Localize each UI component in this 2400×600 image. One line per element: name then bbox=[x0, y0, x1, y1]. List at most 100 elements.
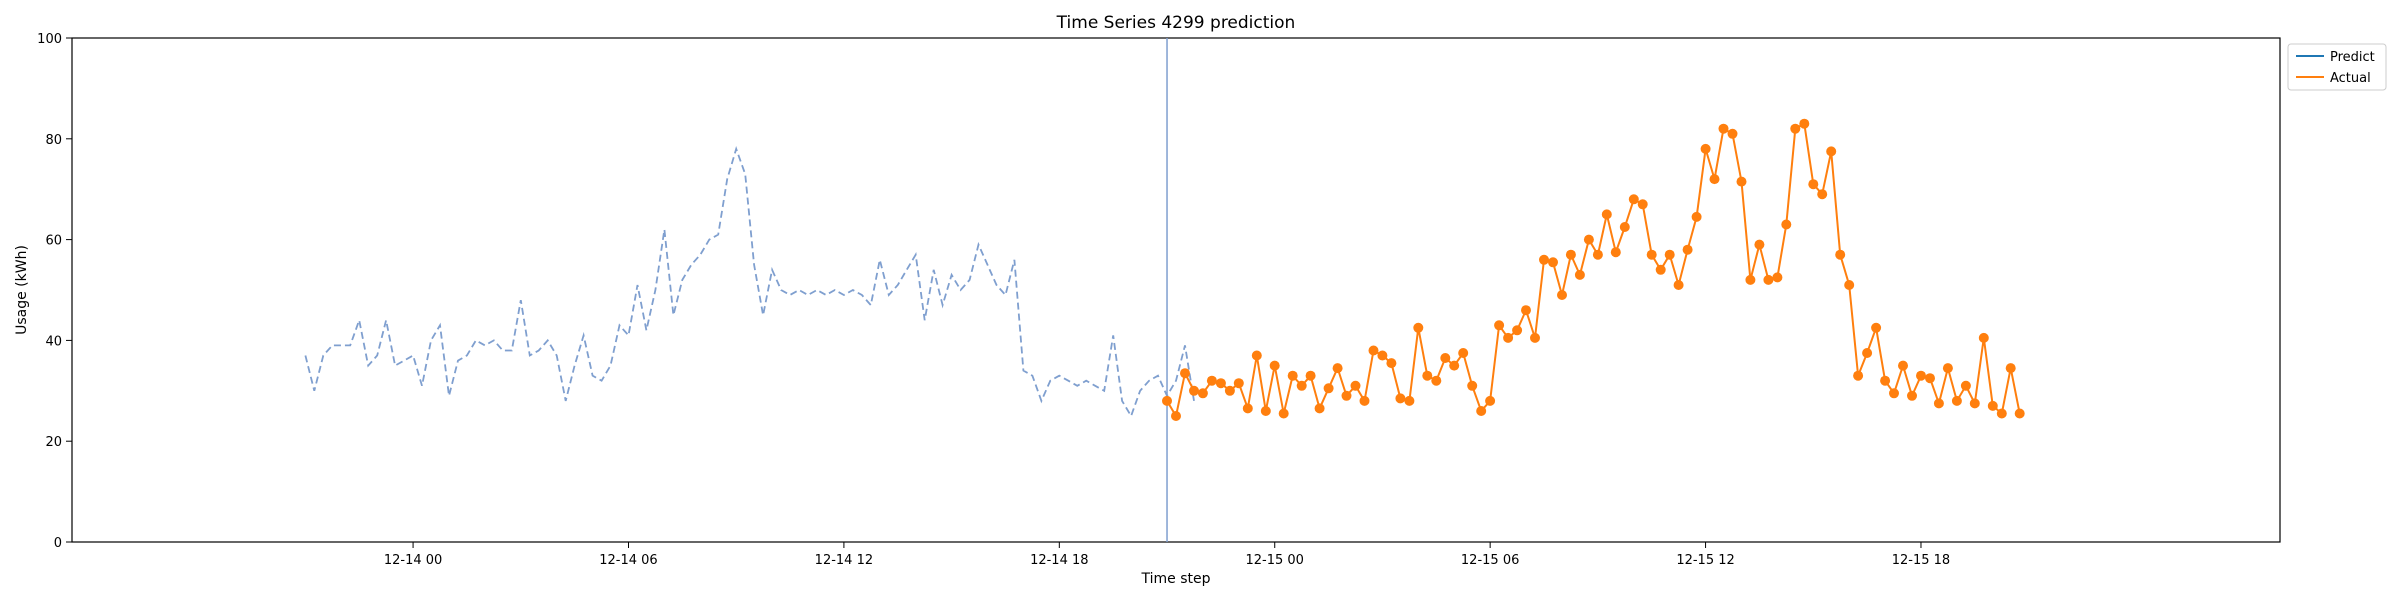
actual-point bbox=[1395, 393, 1406, 404]
actual-point bbox=[1916, 370, 1926, 381]
actual-point bbox=[1341, 390, 1352, 401]
actual-point bbox=[1233, 378, 1244, 389]
y-tick-label: 40 bbox=[45, 334, 62, 349]
legend: Predict Actual bbox=[2287, 43, 2387, 91]
actual-point bbox=[1458, 348, 1469, 358]
actual-point bbox=[1413, 322, 1424, 333]
actual-point bbox=[1530, 332, 1540, 343]
history-line bbox=[304, 146, 1195, 419]
actual-point bbox=[1162, 395, 1172, 406]
actual-point bbox=[1574, 269, 1585, 280]
actual-point bbox=[1539, 254, 1549, 265]
actual-point bbox=[1386, 358, 1397, 369]
actual-point bbox=[1925, 373, 1935, 384]
actual-point bbox=[1781, 219, 1792, 230]
actual-point bbox=[1763, 274, 1774, 285]
actual-point bbox=[1296, 380, 1307, 391]
actual-point bbox=[1853, 370, 1864, 381]
y-tick-label: 0 bbox=[54, 536, 62, 551]
chart-title: Time Series 4299 prediction bbox=[1056, 13, 1296, 33]
actual-point bbox=[1619, 222, 1630, 232]
actual-point bbox=[1260, 406, 1271, 416]
actual-point bbox=[1565, 249, 1576, 260]
actual-point bbox=[1709, 174, 1720, 185]
actual-point bbox=[1557, 290, 1567, 300]
actual-point bbox=[1197, 388, 1208, 399]
actual-point bbox=[1987, 400, 1998, 411]
actual-point bbox=[1673, 280, 1684, 290]
actual-point bbox=[2014, 408, 2025, 419]
actual-point bbox=[1745, 274, 1756, 285]
y-axis-label: Usage (kWh) bbox=[14, 245, 30, 335]
actual-point bbox=[1889, 388, 1899, 399]
actual-point bbox=[1898, 360, 1908, 371]
actual-point bbox=[1871, 322, 1882, 333]
actual-point bbox=[1422, 370, 1433, 381]
actual-point bbox=[1969, 398, 1980, 409]
actual-point bbox=[1862, 348, 1873, 358]
actual-point bbox=[1323, 383, 1334, 394]
actual-point bbox=[1215, 378, 1226, 389]
actual-point bbox=[1592, 249, 1603, 260]
actual-point bbox=[1440, 353, 1451, 363]
y-tick-label: 20 bbox=[45, 435, 62, 450]
actual-point bbox=[1933, 398, 1944, 409]
actual-point bbox=[1610, 247, 1621, 258]
actual-point bbox=[1727, 128, 1738, 139]
actual-point bbox=[1206, 375, 1217, 386]
actual-point bbox=[1503, 332, 1514, 343]
legend-label: Predict bbox=[2330, 50, 2375, 65]
plot-area bbox=[71, 37, 2281, 543]
y-tick-label: 80 bbox=[45, 133, 62, 148]
x-tick-label: 12-15 06 bbox=[1461, 553, 1519, 568]
actual-point bbox=[1907, 390, 1917, 401]
actual-point bbox=[1628, 194, 1639, 205]
x-axis: 12-14 00 12-14 06 12-14 12 12-14 18 12-15 00… bbox=[384, 542, 1950, 568]
y-axis: 0 20 40 60 80 100 bbox=[37, 32, 72, 551]
actual-point bbox=[1637, 199, 1648, 210]
actual-point bbox=[1844, 280, 1855, 290]
actual-point bbox=[1449, 360, 1460, 371]
actual-point bbox=[1799, 118, 1810, 129]
actual-point bbox=[2005, 363, 2016, 374]
actual-point bbox=[1826, 146, 1837, 157]
x-tick-label: 12-14 06 bbox=[599, 553, 657, 568]
actual-point bbox=[1278, 408, 1289, 419]
actual-point bbox=[1942, 363, 1953, 374]
actual-point bbox=[1431, 375, 1442, 386]
x-tick-label: 12-15 12 bbox=[1676, 553, 1734, 568]
actual-point bbox=[1359, 395, 1370, 406]
actual-point bbox=[1880, 375, 1891, 386]
actual-point bbox=[1512, 325, 1523, 336]
actual-point bbox=[1314, 403, 1325, 414]
actual-point bbox=[1548, 257, 1558, 268]
y-tick-label: 60 bbox=[45, 234, 62, 249]
actual-point bbox=[1189, 385, 1199, 396]
actual-point bbox=[1978, 332, 1989, 343]
actual-point bbox=[1960, 380, 1971, 391]
actual-point bbox=[1287, 370, 1298, 381]
actual-point bbox=[1754, 239, 1765, 250]
y-tick-label: 100 bbox=[37, 32, 62, 47]
actual-point bbox=[1305, 370, 1316, 381]
x-tick-label: 12-15 18 bbox=[1892, 553, 1950, 568]
actual-point bbox=[1494, 320, 1505, 331]
actual-point bbox=[1700, 143, 1711, 154]
actual-point bbox=[1682, 244, 1693, 255]
actual-point bbox=[1224, 385, 1235, 396]
actual-point bbox=[1664, 249, 1675, 260]
actual-point bbox=[1368, 345, 1379, 356]
actual-point bbox=[1718, 123, 1729, 134]
x-tick-label: 12-14 18 bbox=[1030, 553, 1088, 568]
actual-point bbox=[1332, 363, 1343, 374]
actual-point bbox=[1180, 368, 1190, 379]
actual-point bbox=[1377, 350, 1388, 361]
actual-point bbox=[1655, 264, 1666, 275]
plot-frame bbox=[71, 37, 2281, 543]
x-axis-label: Time step bbox=[1141, 571, 1211, 587]
x-tick-label: 12-14 00 bbox=[384, 553, 442, 568]
actual-point bbox=[1251, 350, 1262, 361]
actual-point bbox=[1476, 406, 1487, 416]
actual-point bbox=[1808, 179, 1819, 190]
